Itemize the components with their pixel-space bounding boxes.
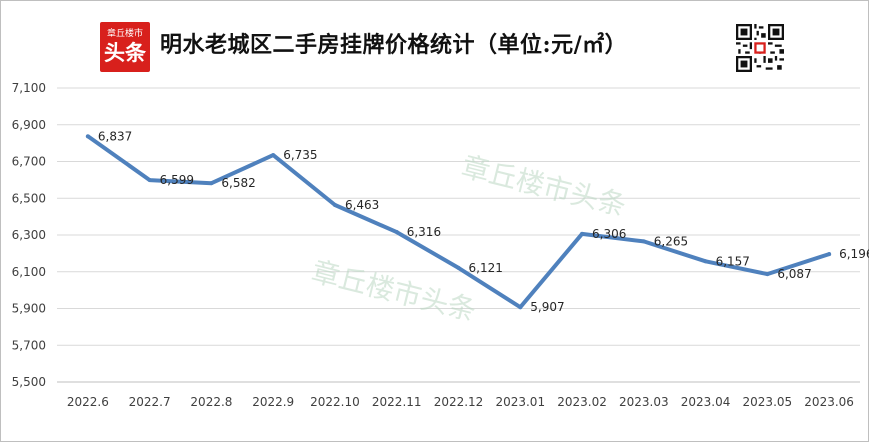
y-tick-label: 6,500 [12,191,46,205]
x-tick-label: 2023.03 [619,395,669,409]
data-label: 6,599 [160,173,194,187]
x-tick-label: 2022.12 [434,395,484,409]
y-tick-label: 5,900 [12,302,46,316]
data-point [394,230,399,235]
data-point [85,134,90,139]
y-tick-label: 6,100 [12,265,46,279]
data-label: 6,837 [98,129,132,143]
data-point [765,272,770,277]
x-tick-label: 2022.6 [67,395,109,409]
brand-logo: 章丘楼市 头条 [100,22,150,72]
data-label: 6,582 [221,176,255,190]
x-tick-label: 2022.9 [252,395,294,409]
data-point [703,259,708,264]
y-tick-label: 6,300 [12,228,46,242]
data-point [518,305,523,310]
data-label: 6,265 [654,234,688,248]
data-label: 5,907 [530,300,564,314]
y-tick-label: 5,500 [12,375,46,389]
x-axis: 2022.6 2022.7 2022.8 2022.9 2022.10 2022.11 20… [57,381,860,409]
logo-main-text: 头条 [104,41,146,65]
y-tick-label: 6,700 [12,155,46,169]
qr-code-icon [736,24,784,72]
series-layer [85,134,832,310]
data-point [332,203,337,208]
x-tick-label: 2022.11 [372,395,422,409]
x-tick-label: 2023.04 [681,395,731,409]
data-point [209,181,214,186]
x-tick-label: 2022.10 [310,395,360,409]
y-tick-label: 6,900 [12,118,46,132]
data-label: 6,463 [345,198,379,212]
watermark-text: 章丘楼市头条 [458,150,629,223]
data-label: 6,306 [592,227,626,241]
grid-layer [57,87,860,383]
data-point [641,239,646,244]
data-label: 6,735 [283,148,317,162]
x-tick-label: 2022.7 [129,395,171,409]
data-point [456,265,461,270]
x-tick-label: 2023.05 [743,395,793,409]
x-tick-label: 2023.02 [557,395,607,409]
data-label: 6,157 [716,254,750,268]
x-tick-label: 2022.8 [190,395,232,409]
y-tick-label: 7,100 [12,81,46,95]
data-label: 6,316 [407,225,441,239]
data-point [580,231,585,236]
watermark-layer: 章丘楼市头条 章丘楼市头条 [308,150,629,328]
data-label: 6,087 [777,267,811,281]
data-point [827,252,832,257]
data-point [271,153,276,158]
x-tick-label: 2023.06 [804,395,854,409]
y-tick-label: 5,700 [12,338,46,352]
chart-title: 明水老城区二手房挂牌价格统计（单位:元/㎡） [160,32,628,58]
x-tick-label: 2023.01 [495,395,545,409]
data-label-layer: 6,837 6,599 6,582 6,735 6,463 6,316 6,121 5,907… [98,129,869,314]
y-axis: 5,500 5,700 5,900 6,100 6,300 6,500 6,700 6,900… [12,81,46,389]
data-point [147,178,152,183]
data-label: 6,196 [839,247,869,261]
logo-top-text: 章丘楼市 [106,29,143,39]
data-label: 6,121 [469,261,503,275]
